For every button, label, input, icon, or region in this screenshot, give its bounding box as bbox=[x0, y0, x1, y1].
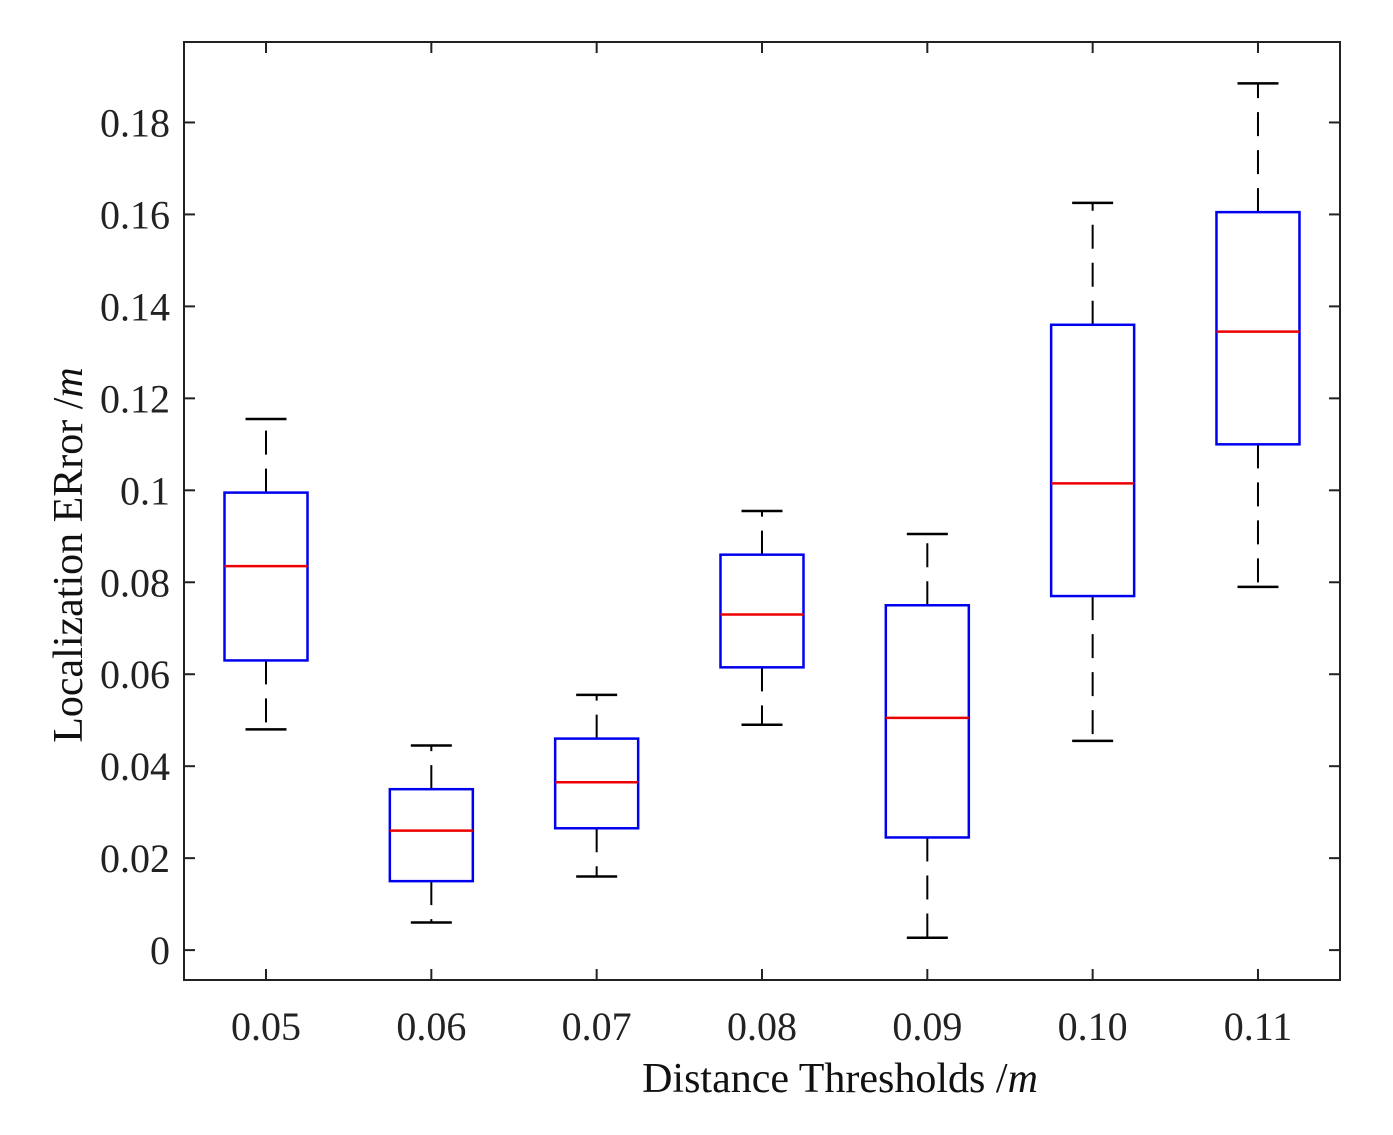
iqr-box bbox=[388, 787, 475, 883]
box-0.08 bbox=[719, 509, 805, 727]
box-0.09 bbox=[884, 532, 971, 939]
iqr-box bbox=[1215, 210, 1301, 446]
box-0.05 bbox=[223, 417, 309, 731]
x-tick-label: 0.10 bbox=[1058, 1004, 1128, 1049]
y-tick-label: 0.08 bbox=[100, 560, 170, 605]
box-0.07 bbox=[553, 693, 640, 878]
iqr-box bbox=[719, 553, 805, 669]
iqr-box bbox=[223, 491, 309, 662]
y-axis-label: Localization ERror /m bbox=[46, 367, 92, 743]
x-tick-label: 0.08 bbox=[727, 1004, 797, 1049]
x-tick-label: 0.07 bbox=[562, 1004, 632, 1049]
y-tick-label: 0 bbox=[150, 928, 170, 973]
y-tick-label: 0.18 bbox=[100, 100, 170, 145]
iqr-box bbox=[884, 604, 971, 839]
x-axis: 0.05 0.06 0.07 0.08 0.09 0.10 0.11 bbox=[231, 42, 1292, 1049]
y-tick-label: 0.04 bbox=[100, 744, 170, 789]
box-series bbox=[223, 82, 1301, 939]
box-0.10 bbox=[1049, 201, 1136, 743]
y-tick-label: 0.06 bbox=[100, 652, 170, 697]
x-tick-label: 0.06 bbox=[396, 1004, 466, 1049]
box-0.06 bbox=[388, 744, 475, 924]
y-tick-label: 0.16 bbox=[100, 192, 170, 237]
x-tick-label: 0.11 bbox=[1224, 1004, 1293, 1049]
iqr-box bbox=[1049, 323, 1136, 598]
y-tick-label: 0.14 bbox=[100, 284, 170, 329]
y-tick-label: 0.02 bbox=[100, 836, 170, 881]
y-tick-label: 0.1 bbox=[120, 468, 170, 513]
x-axis-label: Distance Thresholds /m bbox=[642, 1056, 1038, 1102]
y-axis: 0 0.02 0.04 0.06 0.08 0.1 0.12 0.14 0.16 0.18 bbox=[100, 100, 1340, 973]
x-tick-label: 0.09 bbox=[892, 1004, 962, 1049]
box-0.11 bbox=[1215, 82, 1301, 589]
y-tick-label: 0.12 bbox=[100, 376, 170, 421]
x-tick-label: 0.05 bbox=[231, 1004, 301, 1049]
